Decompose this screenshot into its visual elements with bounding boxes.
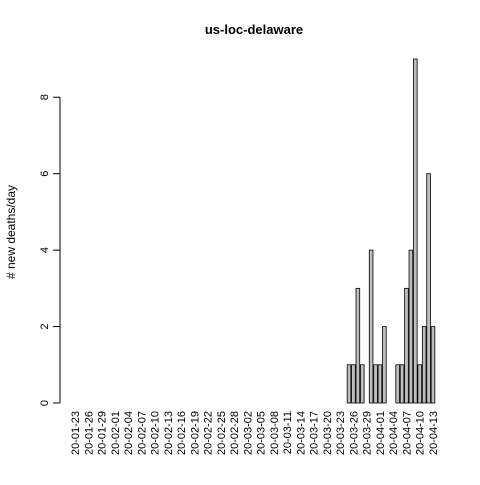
x-tick-label: 20-03-05 <box>256 411 268 455</box>
x-tick-label: 20-03-20 <box>322 411 334 455</box>
x-tick-label: 20-01-29 <box>97 411 109 455</box>
x-tick-label: 20-03-14 <box>295 411 307 455</box>
bar <box>395 364 400 404</box>
x-tick-label: 20-03-17 <box>309 411 321 455</box>
bar <box>413 58 418 404</box>
x-tick-label: 20-02-01 <box>110 411 122 455</box>
bar <box>399 364 405 404</box>
bar <box>426 173 431 404</box>
x-tick-label: 20-02-07 <box>136 411 148 455</box>
bar <box>368 249 374 404</box>
chart-title: us-loc-delaware <box>205 22 303 37</box>
y-tick-label: 2 <box>39 323 51 329</box>
bar <box>351 364 356 404</box>
x-tick-label: 20-02-28 <box>229 411 241 455</box>
x-tick-label: 20-02-16 <box>176 411 188 455</box>
bar <box>346 364 352 404</box>
bar <box>421 326 427 404</box>
bar <box>377 364 383 404</box>
bar <box>355 287 361 404</box>
x-tick-label: 20-03-29 <box>362 411 374 455</box>
x-tick-label: 20-03-26 <box>348 411 360 455</box>
x-tick-label: 20-04-04 <box>388 411 400 455</box>
bar <box>382 326 387 404</box>
y-tick-label: 6 <box>39 171 51 177</box>
x-tick-label: 20-04-01 <box>375 411 387 455</box>
x-tick-label: 20-02-10 <box>150 411 162 455</box>
bar <box>430 326 436 404</box>
y-tick-label: 4 <box>39 247 51 253</box>
x-tick-label: 20-03-23 <box>335 411 347 455</box>
x-tick-label: 20-02-13 <box>163 411 175 455</box>
x-tick-label: 20-03-11 <box>282 411 294 454</box>
x-tick-label: 20-04-10 <box>415 411 427 455</box>
x-tick-label: 20-02-22 <box>203 411 215 455</box>
y-tick-label: 8 <box>39 94 51 100</box>
x-tick-label: 20-02-25 <box>216 411 228 455</box>
x-tick-label: 20-01-23 <box>70 411 82 455</box>
x-tick-label: 20-04-13 <box>428 411 440 455</box>
y-axis-label: # new deaths/day <box>4 185 18 279</box>
x-tick-label: 20-02-04 <box>123 411 135 455</box>
x-tick-label: 20-03-08 <box>269 411 281 455</box>
bar <box>408 249 414 404</box>
x-tick-label: 20-02-19 <box>189 411 201 455</box>
bar <box>360 364 365 404</box>
x-tick-label: 20-03-02 <box>242 411 254 455</box>
y-tick-label: 0 <box>39 400 51 406</box>
bar <box>404 287 409 404</box>
x-tick-label: 20-04-07 <box>401 411 413 455</box>
bar <box>373 364 378 404</box>
bar <box>417 364 422 404</box>
x-tick-label: 20-01-26 <box>83 411 95 455</box>
